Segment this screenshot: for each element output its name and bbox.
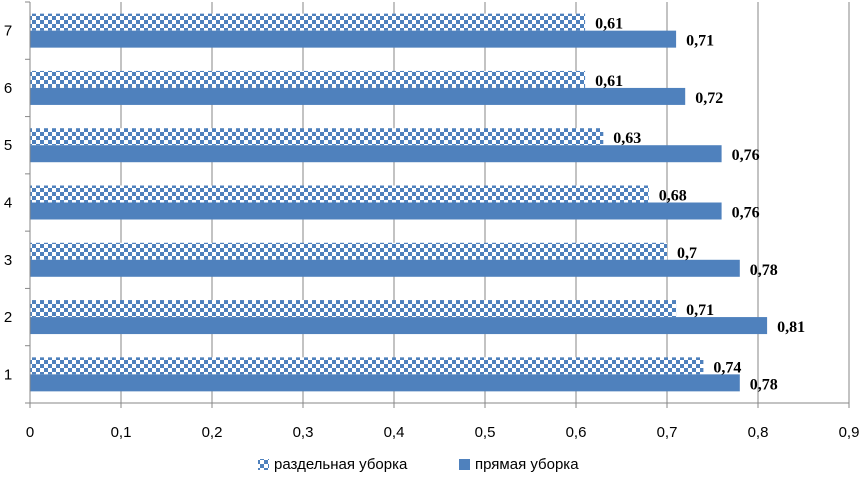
- data-label: 0,71: [686, 33, 714, 50]
- data-label: 0,71: [686, 302, 714, 319]
- y-tick-label: 4: [4, 195, 12, 212]
- bar-direct-harvesting: [30, 30, 677, 48]
- data-label: 0,78: [750, 262, 778, 279]
- legend-swatch-direct: [459, 459, 470, 470]
- x-tick-label: 0,7: [657, 424, 678, 441]
- data-label: 0,76: [732, 147, 760, 164]
- x-tick-label: 0,8: [748, 424, 769, 441]
- bar-separate-harvesting: [30, 70, 586, 88]
- y-tick-label: 1: [4, 366, 12, 383]
- x-tick-label: 0,2: [202, 424, 223, 441]
- bar-direct-harvesting: [30, 145, 722, 163]
- y-tick-label: 6: [4, 80, 12, 97]
- data-label: 0,7: [677, 245, 697, 262]
- bar-separate-harvesting: [30, 185, 649, 203]
- x-tick-label: 0,5: [475, 424, 496, 441]
- data-label: 0,78: [750, 376, 778, 393]
- y-tick-label: 7: [4, 23, 12, 40]
- bar-direct-harvesting: [30, 87, 686, 105]
- legend: раздельная уборка прямая уборка: [258, 456, 579, 473]
- x-tick-label: 0,3: [293, 424, 314, 441]
- x-tick-label: 0,1: [111, 424, 132, 441]
- bar-direct-harvesting: [30, 317, 768, 335]
- legend-label: раздельная уборка: [274, 456, 408, 473]
- data-label: 0,74: [713, 359, 741, 376]
- data-label: 0,76: [732, 205, 760, 222]
- legend-swatch-separate: [258, 459, 269, 470]
- bar-separate-harvesting: [30, 357, 704, 375]
- bar-separate-harvesting: [30, 128, 604, 146]
- data-label: 0,81: [777, 319, 805, 336]
- bar-direct-harvesting: [30, 202, 722, 220]
- y-tick-label: 3: [4, 252, 12, 269]
- x-tick-label: 0,4: [384, 424, 405, 441]
- y-tick-label: 5: [4, 137, 12, 154]
- data-label: 0,61: [595, 73, 623, 90]
- y-tick-label: 2: [4, 309, 12, 326]
- x-tick-label: 0,9: [839, 424, 860, 441]
- bar-direct-harvesting: [30, 259, 740, 277]
- bar-direct-harvesting: [30, 374, 740, 392]
- data-label: 0,72: [695, 90, 723, 107]
- bar-separate-harvesting: [30, 13, 586, 31]
- x-tick-label: 0,6: [566, 424, 587, 441]
- data-label: 0,61: [595, 16, 623, 33]
- legend-label: прямая уборка: [475, 456, 579, 473]
- data-labels: 0,74 0,78 0,71 0,81 0,7 0,78 0,68 0,76 0,63 0,76 0…: [595, 16, 805, 394]
- x-tick-label: 0: [26, 424, 34, 441]
- bar-separate-harvesting: [30, 242, 667, 260]
- data-label: 0,68: [659, 188, 687, 205]
- axes: 0 0,1 0,2 0,3 0,4 0,5 0,6 0,7 0,8 0,9 1 2 3 4 5 6 7: [4, 1, 860, 441]
- data-label: 0,63: [613, 130, 641, 147]
- bar-separate-harvesting: [30, 300, 677, 318]
- bars: [30, 13, 768, 392]
